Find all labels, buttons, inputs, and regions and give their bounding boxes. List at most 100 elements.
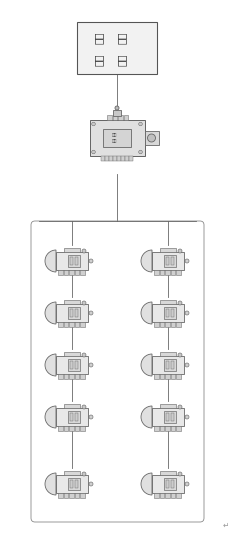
Bar xyxy=(164,359,176,371)
Bar xyxy=(171,480,174,488)
Bar xyxy=(64,404,80,408)
Bar xyxy=(118,115,123,120)
Bar xyxy=(75,270,79,275)
Bar xyxy=(171,493,176,498)
Circle shape xyxy=(139,122,142,126)
Bar xyxy=(113,110,121,116)
Bar xyxy=(68,307,80,319)
Bar xyxy=(64,352,80,356)
Bar xyxy=(152,304,184,322)
Bar xyxy=(58,493,63,498)
Bar xyxy=(113,156,117,161)
Bar xyxy=(80,374,85,379)
Circle shape xyxy=(139,150,142,154)
Bar xyxy=(166,257,169,265)
Bar xyxy=(124,115,128,120)
Bar xyxy=(160,404,176,408)
Bar xyxy=(160,374,164,379)
Bar xyxy=(64,300,80,304)
Bar xyxy=(165,374,170,379)
Bar xyxy=(75,309,78,317)
Circle shape xyxy=(178,353,182,357)
Bar xyxy=(80,426,85,431)
Bar xyxy=(110,156,113,161)
Bar xyxy=(70,480,73,488)
Bar xyxy=(121,156,124,161)
Circle shape xyxy=(89,482,93,486)
Circle shape xyxy=(185,311,189,315)
Bar xyxy=(125,156,129,161)
Circle shape xyxy=(185,415,189,419)
Bar xyxy=(58,270,63,275)
Bar xyxy=(171,426,176,431)
Circle shape xyxy=(92,122,95,126)
Bar xyxy=(160,471,176,475)
Bar xyxy=(165,322,170,327)
Bar xyxy=(75,257,78,265)
Bar xyxy=(80,322,85,327)
Bar xyxy=(176,493,181,498)
Bar xyxy=(154,322,159,327)
Bar xyxy=(152,356,184,374)
Text: ↵: ↵ xyxy=(223,521,229,530)
Bar xyxy=(64,322,68,327)
Circle shape xyxy=(82,353,86,357)
Circle shape xyxy=(115,106,119,110)
Bar xyxy=(107,115,111,120)
Bar xyxy=(145,131,158,145)
Bar xyxy=(164,255,176,267)
Bar xyxy=(171,361,174,369)
Bar xyxy=(152,408,184,426)
Bar xyxy=(64,374,68,379)
Bar xyxy=(56,475,88,493)
Bar xyxy=(70,361,73,369)
Bar xyxy=(80,493,85,498)
Bar xyxy=(75,374,79,379)
Bar xyxy=(176,322,181,327)
Circle shape xyxy=(178,472,182,476)
Bar xyxy=(171,270,176,275)
Bar xyxy=(70,309,73,317)
Bar xyxy=(160,493,164,498)
Circle shape xyxy=(82,405,86,409)
Bar xyxy=(105,156,109,161)
Bar xyxy=(68,359,80,371)
Bar xyxy=(171,322,176,327)
Circle shape xyxy=(178,249,182,253)
Bar xyxy=(75,480,78,488)
Bar xyxy=(56,252,88,270)
Bar xyxy=(56,408,88,426)
Bar xyxy=(165,426,170,431)
Bar xyxy=(160,248,176,252)
Bar xyxy=(160,270,164,275)
Bar xyxy=(160,352,176,356)
Wedge shape xyxy=(141,354,152,376)
Bar xyxy=(166,361,169,369)
Bar xyxy=(160,322,164,327)
Wedge shape xyxy=(141,302,152,324)
Bar xyxy=(165,493,170,498)
Bar xyxy=(58,322,63,327)
Bar xyxy=(164,478,176,490)
Bar xyxy=(68,478,80,490)
Circle shape xyxy=(147,134,156,142)
Bar xyxy=(171,413,174,421)
Text: 恒流: 恒流 xyxy=(111,133,117,138)
Wedge shape xyxy=(45,473,56,495)
Circle shape xyxy=(82,249,86,253)
Bar xyxy=(69,374,74,379)
Circle shape xyxy=(178,301,182,305)
Bar xyxy=(64,248,80,252)
Wedge shape xyxy=(141,473,152,495)
Bar xyxy=(176,426,181,431)
Circle shape xyxy=(178,405,182,409)
Bar xyxy=(64,426,68,431)
Bar xyxy=(89,120,145,156)
Bar xyxy=(166,480,169,488)
Bar xyxy=(64,270,68,275)
Wedge shape xyxy=(141,250,152,272)
Bar xyxy=(154,374,159,379)
Bar xyxy=(171,257,174,265)
Bar xyxy=(80,270,85,275)
Bar xyxy=(152,475,184,493)
